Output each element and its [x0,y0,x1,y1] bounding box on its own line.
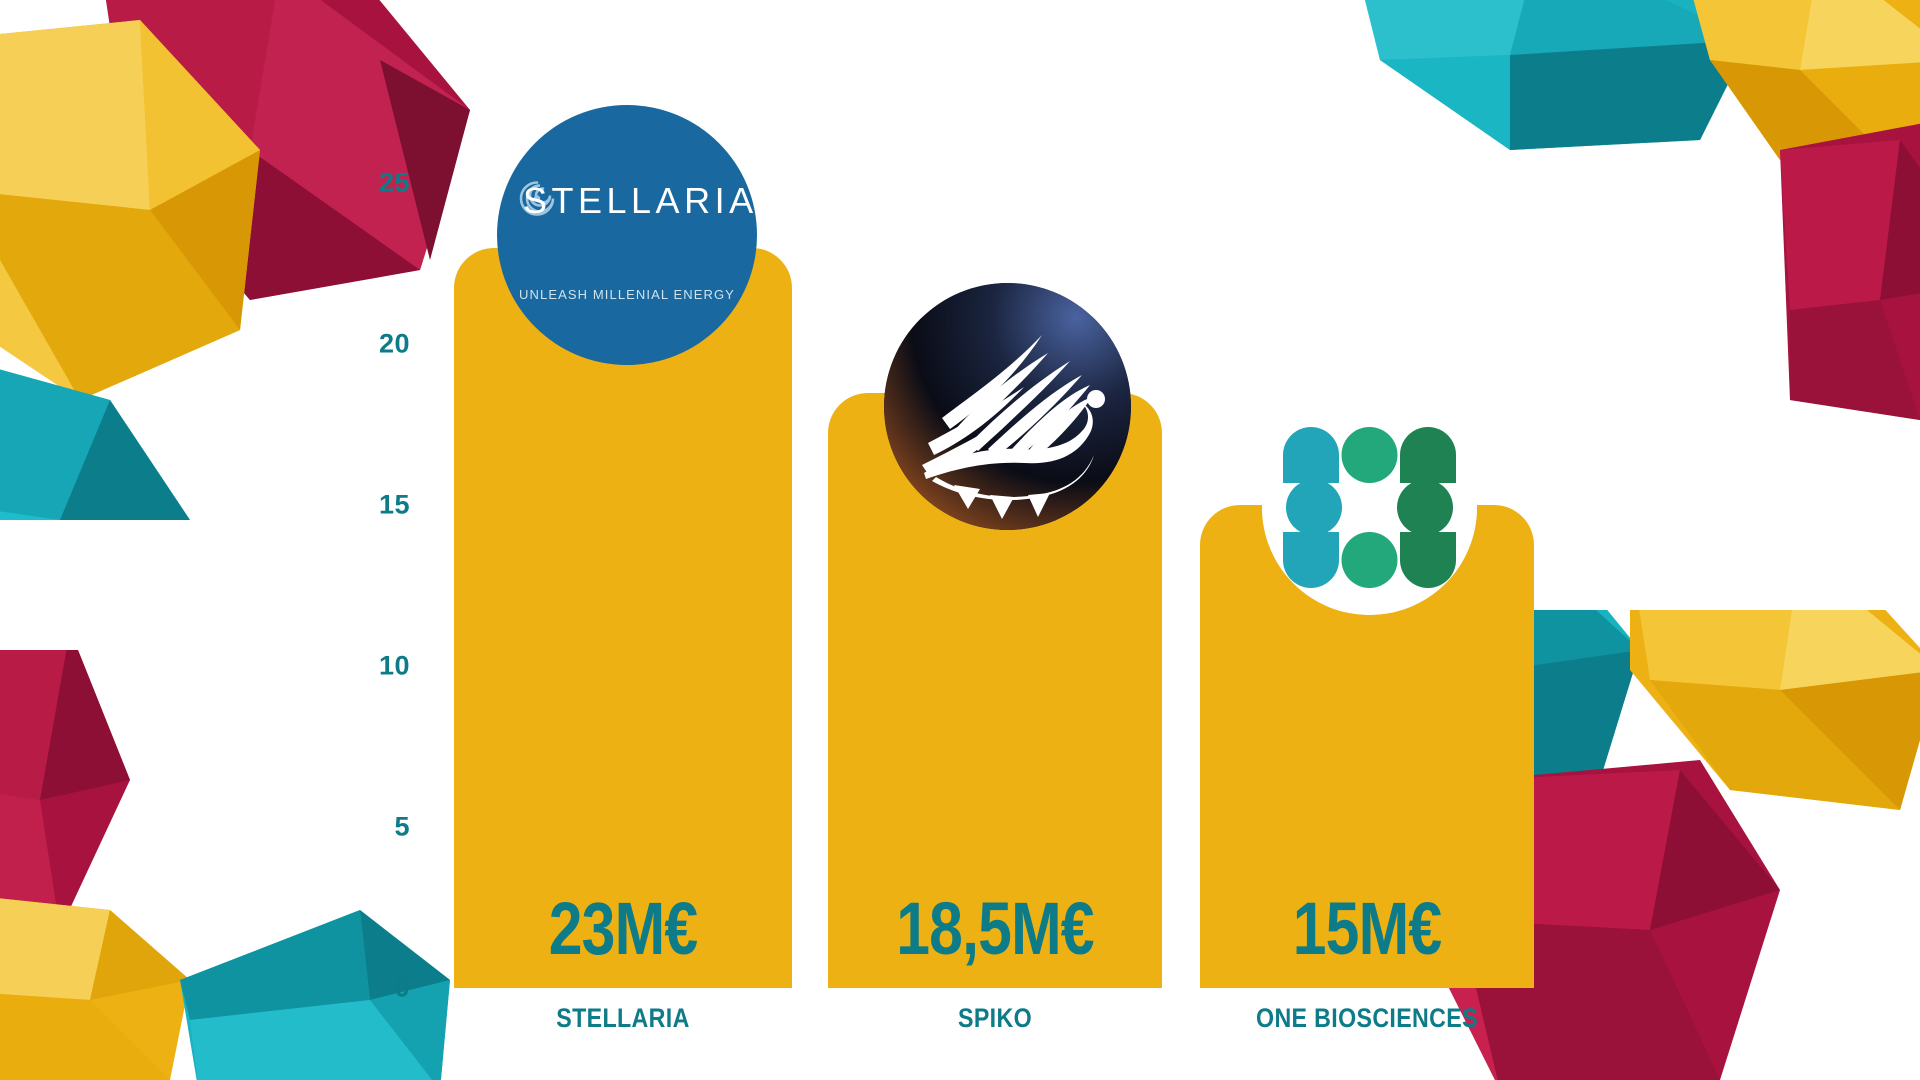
y-tick-25: 25 [378,167,410,198]
stellaria-brand-text: STELLARIA [523,180,757,222]
y-tick-20: 20 [378,328,410,359]
spiko-porcupine-icon [884,283,1131,530]
bar-stellaria[interactable] [454,248,792,988]
category-label-one-biosciences: ONE BIOSCIENCES [1256,1003,1478,1033]
bar-group-one-biosciences: 15M€ ONE BIOSCIENCES [1200,505,1534,1033]
stellaria-logo-inner: STELLARIA UNLEASH MILLENIAL ENERGY [497,105,757,365]
one-biosciences-ring-icon [1262,400,1477,615]
one-biosciences-logo[interactable] [1262,400,1477,615]
category-label-spiko: SPIKO [958,1003,1032,1033]
y-tick-10: 10 [378,650,410,681]
y-tick-0: 0 [394,972,410,1003]
stellaria-logo[interactable]: STELLARIA UNLEASH MILLENIAL ENERGY [497,105,757,365]
bar-value-one-biosciences: 15M€ [1292,887,1442,970]
bar-value-spiko: 18,5M€ [896,887,1094,970]
bar-group-stellaria: 23M€ STELLARIA [454,248,792,1033]
y-tick-15: 15 [378,489,410,520]
category-label-stellaria: STELLARIA [556,1003,690,1033]
stellaria-tagline: UNLEASH MILLENIAL ENERGY [519,287,735,302]
spiral-icon [517,179,557,224]
y-tick-5: 5 [394,811,410,842]
spiko-logo[interactable] [884,283,1131,530]
bar-value-stellaria: 23M€ [548,887,698,970]
